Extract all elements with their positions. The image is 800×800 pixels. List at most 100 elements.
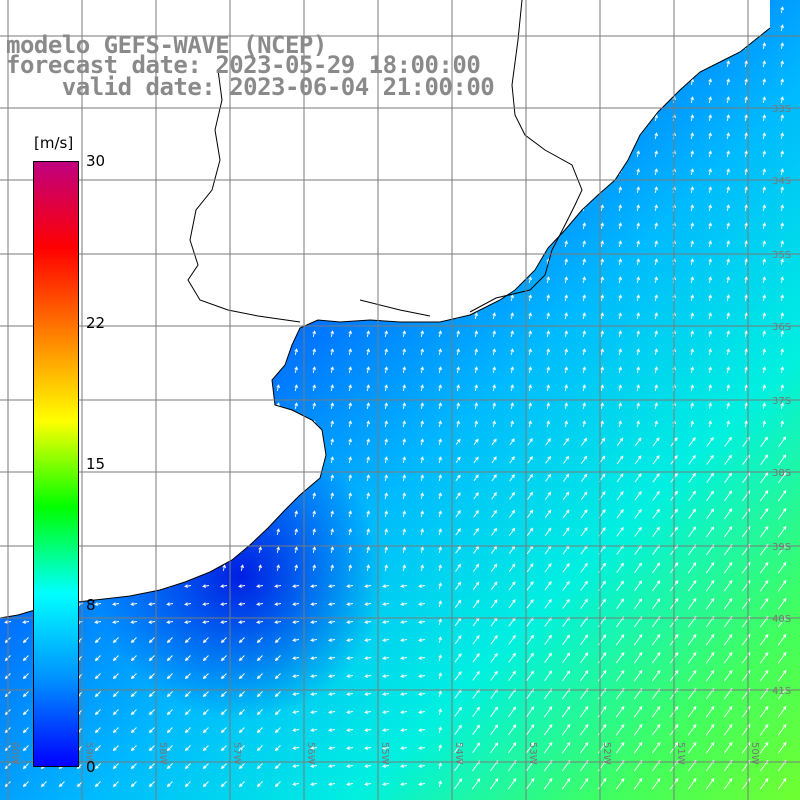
wind-arrow	[364, 782, 372, 786]
wind-arrow	[202, 781, 209, 788]
wind-arrow	[708, 276, 712, 284]
wind-arrow	[310, 602, 318, 606]
wind-arrow	[364, 746, 372, 750]
wind-arrow	[580, 598, 588, 609]
wind-arrow	[651, 633, 661, 646]
wind-arrow	[615, 634, 625, 646]
wind-arrow	[615, 652, 625, 664]
wind-arrow	[382, 620, 390, 624]
wind-arrow	[491, 509, 497, 518]
wind-arrow	[780, 60, 784, 68]
wind-arrow	[402, 438, 406, 446]
wind-arrow	[636, 402, 640, 410]
wind-arrow	[546, 348, 550, 356]
wind-arrow	[705, 669, 715, 682]
wind-arrow	[166, 691, 173, 698]
wind-arrow	[274, 763, 281, 770]
wind-arrow	[238, 620, 246, 624]
wind-arrow	[310, 620, 318, 624]
wind-arrow	[292, 656, 300, 660]
wind-arrow	[473, 456, 479, 464]
wind-arrow	[238, 673, 245, 680]
wind-arrow	[382, 584, 390, 588]
wind-arrow	[726, 132, 730, 140]
lon-label: 56W	[305, 742, 316, 765]
wind-arrow	[618, 312, 622, 320]
wind-arrow	[618, 384, 622, 392]
wind-arrow	[274, 620, 282, 624]
wind-arrow	[651, 777, 661, 790]
wind-arrow	[723, 777, 733, 790]
wind-arrow	[474, 420, 478, 428]
wind-arrow	[636, 312, 640, 320]
wind-arrow	[220, 709, 227, 716]
wind-arrow	[726, 294, 730, 302]
wind-arrow	[726, 60, 730, 68]
lat-label: 35S	[772, 250, 791, 261]
wind-arrow	[292, 692, 300, 696]
wind-arrow	[184, 727, 191, 734]
wind-arrow	[384, 366, 388, 374]
wind-arrow	[166, 602, 174, 606]
wind-arrow	[762, 402, 766, 410]
lon-label: 57W	[231, 742, 242, 765]
wind-arrow	[762, 114, 766, 122]
wind-arrow	[112, 745, 119, 752]
wind-arrow	[346, 620, 354, 624]
wind-arrow	[112, 655, 119, 662]
wind-arrow	[561, 777, 571, 790]
wind-arrow	[544, 527, 552, 537]
wind-arrow	[562, 670, 571, 682]
wind-arrow	[166, 655, 173, 662]
wind-arrow	[690, 132, 694, 140]
wind-arrow	[564, 348, 568, 356]
wind-arrow	[543, 706, 553, 718]
wind-arrow	[687, 669, 697, 682]
wind-arrow	[202, 763, 209, 770]
wind-arrow	[562, 580, 570, 591]
wind-arrow	[112, 709, 119, 716]
valid-date: valid date: 2023-06-04 21:00:00	[6, 73, 495, 101]
wind-arrow	[346, 638, 354, 642]
wind-arrow	[526, 527, 534, 536]
wind-arrow	[526, 581, 534, 591]
wind-arrow	[328, 638, 336, 642]
wind-arrow	[348, 528, 352, 536]
wind-arrow	[22, 781, 29, 788]
wind-arrow	[472, 635, 480, 645]
wind-arrow	[654, 402, 658, 410]
wind-arrow	[166, 745, 173, 752]
wind-arrow	[418, 656, 426, 660]
wind-arrow	[687, 777, 697, 790]
wind-arrow	[472, 599, 480, 609]
wind-arrow	[688, 437, 696, 447]
wind-arrow	[474, 384, 478, 392]
wind-arrow	[202, 602, 210, 606]
wind-arrow	[636, 294, 640, 302]
wind-arrow	[492, 312, 496, 320]
wind-arrow	[276, 564, 280, 572]
wind-arrow	[546, 384, 550, 392]
wind-arrow	[420, 456, 424, 464]
wind-arrow	[777, 651, 787, 664]
wind-arrow	[330, 456, 334, 464]
wind-arrow	[310, 764, 318, 768]
wind-arrow	[22, 691, 29, 698]
wind-arrow	[348, 510, 352, 518]
wind-arrow	[616, 509, 624, 519]
wind-arrow	[525, 724, 535, 736]
wind-arrow	[472, 581, 480, 590]
wind-arrow	[184, 584, 192, 588]
wind-arrow	[366, 438, 370, 446]
wind-arrow	[438, 726, 442, 734]
wind-arrow	[600, 366, 604, 374]
wind-arrow	[690, 150, 694, 158]
wind-arrow	[762, 96, 766, 104]
wind-arrow	[636, 222, 640, 230]
wind-arrow	[455, 438, 461, 445]
wind-arrow	[148, 745, 155, 752]
wind-arrow	[687, 633, 697, 646]
colorbar-tick-8: 8	[86, 596, 96, 615]
wind-arrow	[744, 348, 748, 356]
wind-arrow	[616, 437, 624, 446]
